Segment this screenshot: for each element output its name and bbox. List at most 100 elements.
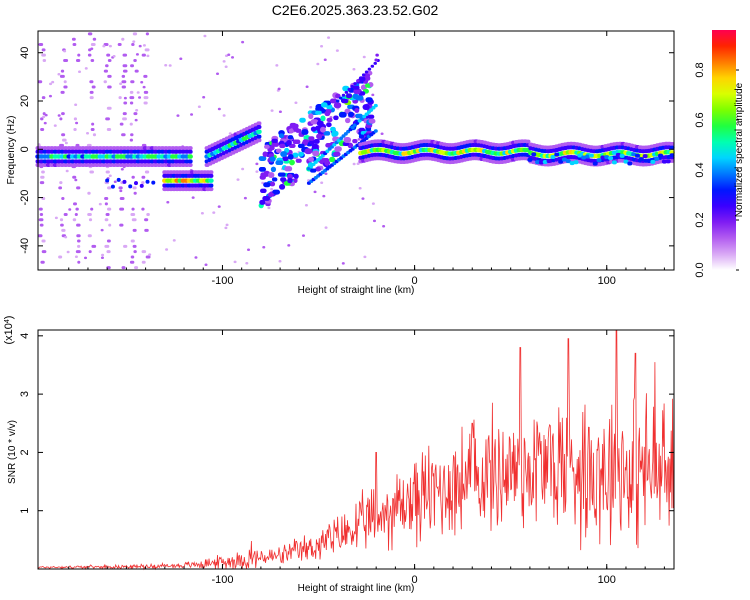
spectrogram-cell	[361, 197, 365, 200]
spectrogram-cell	[267, 206, 271, 210]
spectrogram-cell	[40, 260, 45, 264]
spectrogram-cell	[335, 99, 340, 103]
spectrogram-cell	[382, 225, 386, 228]
spectrogram-cell	[233, 260, 237, 264]
snr-x-tick-label: 100	[598, 574, 616, 586]
spectrogram-cell	[92, 133, 97, 137]
spectrogram-cell	[334, 146, 342, 152]
spectrogram-cell	[270, 109, 274, 112]
colorbar-tick-label: 0.2	[694, 212, 706, 227]
spectrogram-cell	[208, 187, 214, 192]
spectrogram-cell	[341, 98, 349, 104]
spectrogram-cell	[357, 138, 361, 141]
spectrogram-cell	[88, 250, 92, 254]
spectrogram-cell	[89, 90, 94, 94]
spectrogram-cell	[305, 85, 309, 88]
spectrogram-cell	[310, 168, 317, 173]
spectrogram-cell	[86, 132, 90, 135]
spectrogram-cell	[352, 93, 359, 100]
spectrogram-cell	[75, 121, 79, 125]
spectrogram-cell	[38, 218, 44, 222]
spectrogram-cell	[269, 156, 276, 162]
spectrogram-cell	[60, 223, 64, 227]
spectrogram-cell	[375, 53, 379, 57]
spectrogram-cell	[356, 79, 360, 83]
spectrogram-cell	[247, 248, 251, 252]
spectrogram-x-tick-label: 0	[412, 275, 418, 287]
spectrogram-cell	[132, 244, 137, 248]
spectrogram-cell	[313, 138, 320, 144]
spectrogram-cell	[59, 218, 64, 222]
spectrogram-cell	[37, 234, 43, 238]
spectrogram-cell	[320, 102, 328, 108]
spectrogram-cell	[371, 202, 375, 205]
spectrogram-cell	[224, 226, 228, 230]
spectrogram-cell	[49, 82, 53, 86]
spectrogram-x-ticks: -100 0 100	[68, 31, 665, 287]
spectrogram-cell	[40, 127, 45, 131]
spectrogram-cell	[59, 74, 65, 78]
spectrogram-cell	[280, 151, 288, 157]
spectrogram-cell	[277, 87, 281, 91]
spectrogram-cell	[61, 138, 67, 142]
spectrogram-cell	[121, 85, 126, 89]
spectrogram-cell	[38, 43, 44, 47]
snr-x-tick-label: -100	[211, 574, 233, 586]
spectrogram-cell	[122, 69, 128, 73]
spectrogram-cell	[292, 152, 299, 158]
spectrogram-cell	[287, 135, 294, 140]
spectrogram-cell	[65, 169, 69, 173]
spectrogram-cell	[90, 58, 95, 62]
spectrogram-cell	[39, 181, 45, 185]
spectrogram-cell	[259, 199, 266, 205]
spectrogram-cell	[347, 87, 352, 91]
spectrogram-cell	[108, 44, 112, 48]
spectrogram-cell	[129, 122, 133, 126]
spectrogram-cell	[144, 170, 150, 174]
spectrogram-cell	[260, 188, 267, 193]
spectrogram-cell	[342, 85, 350, 92]
spectrogram-cell	[58, 255, 63, 259]
spectrogram-cell	[270, 188, 274, 191]
spectrogram-cell	[116, 177, 121, 182]
spectrogram-cell	[287, 244, 291, 247]
spectrogram-cell	[604, 155, 610, 160]
snr-y-tick-label: 4	[19, 333, 31, 339]
colorbar-scale	[712, 30, 736, 270]
spectrogram-cell	[320, 45, 324, 48]
spectrogram-cell	[287, 153, 294, 160]
spectrogram-cell	[133, 58, 137, 62]
spectrogram-cell	[362, 55, 366, 59]
spectrogram-cell	[75, 250, 81, 254]
spectrogram-cell	[308, 113, 314, 120]
spectrogram-cell	[565, 159, 571, 164]
spectrogram-cell	[141, 250, 147, 254]
spectrogram-cell	[270, 166, 277, 173]
spectrogram-cell	[324, 172, 328, 176]
spectrogram-cell	[104, 202, 108, 206]
spectrogram-cell	[143, 96, 149, 100]
spectrogram-cell	[354, 89, 361, 94]
spectrogram-cell	[143, 74, 148, 78]
snr-x-tick-label: 0	[412, 574, 418, 586]
spectrogram-cell	[275, 148, 282, 153]
spectrogram-cell	[84, 67, 88, 70]
spectrogram-cell	[130, 133, 134, 137]
spectrogram-cell	[122, 117, 127, 121]
spectrogram-cell	[330, 126, 336, 132]
spectrogram-cell	[61, 228, 66, 232]
spectrogram-cell	[121, 74, 126, 78]
spectrogram-cell	[600, 155, 606, 160]
spectrogram-cell	[380, 132, 384, 135]
spectrogram-cell	[358, 134, 365, 139]
spectrogram-cell	[100, 256, 104, 260]
spectrogram-cell	[569, 161, 575, 166]
spectrogram-cell	[271, 177, 278, 182]
spectrogram-cell	[277, 172, 286, 177]
spectrogram-cell	[133, 181, 138, 186]
spectrogram-cell	[90, 43, 96, 47]
spectrogram-cell	[119, 223, 124, 227]
spectrogram-cell	[130, 80, 135, 84]
spectrogram-cell	[658, 153, 664, 158]
spectrogram-cell	[289, 159, 295, 166]
